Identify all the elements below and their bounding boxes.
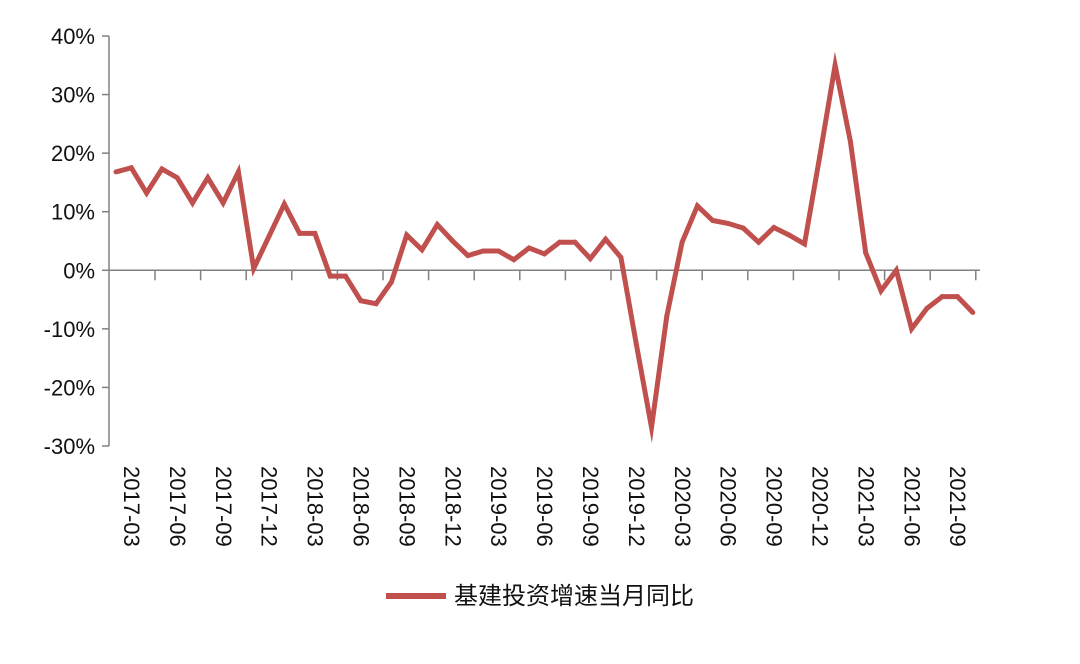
data-point xyxy=(786,232,792,238)
data-point xyxy=(159,166,165,172)
legend: 基建投资增速当月同比 xyxy=(386,582,694,610)
data-point xyxy=(343,273,348,279)
data-point xyxy=(847,138,853,144)
data-point xyxy=(863,250,869,256)
x-tick-label: 2021-03 xyxy=(853,466,878,547)
data-point xyxy=(434,222,440,228)
data-point xyxy=(832,62,838,68)
data-point xyxy=(909,326,915,332)
y-tick-label: 0% xyxy=(63,258,95,283)
data-point xyxy=(465,253,471,259)
x-tick-label: 2021-09 xyxy=(945,466,970,547)
data-point xyxy=(327,273,333,279)
y-tick-label: 30% xyxy=(51,83,95,108)
data-point xyxy=(496,248,501,254)
y-tick-label: -30% xyxy=(44,434,95,459)
x-tick-label: 2021-06 xyxy=(899,466,924,547)
data-point xyxy=(450,238,456,244)
data-point xyxy=(893,267,899,273)
x-tick-label: 2019-06 xyxy=(532,466,557,547)
y-tick-label: 10% xyxy=(51,200,95,225)
x-tick-label: 2019-03 xyxy=(486,466,511,547)
y-tick-label: 40% xyxy=(51,24,95,49)
data-point xyxy=(419,247,425,253)
x-tick-label: 2018-03 xyxy=(303,466,328,547)
data-point xyxy=(541,251,547,257)
data-point xyxy=(710,218,716,223)
data-point xyxy=(970,309,976,315)
data-point xyxy=(128,165,134,171)
data-point xyxy=(664,313,670,319)
data-point xyxy=(190,200,195,206)
x-tick-label: 2020-03 xyxy=(670,466,695,547)
data-point xyxy=(802,241,807,247)
data-point xyxy=(526,245,532,251)
x-tick-label: 2019-12 xyxy=(624,466,649,547)
series-layer xyxy=(113,51,976,444)
data-point xyxy=(404,232,410,238)
data-point xyxy=(220,200,226,206)
data-point xyxy=(633,341,639,346)
data-point xyxy=(174,175,180,181)
data-point xyxy=(771,225,777,231)
data-point xyxy=(694,203,700,209)
data-point xyxy=(572,239,578,245)
y-tick-label: 20% xyxy=(51,141,95,166)
data-point xyxy=(924,305,930,311)
data-point xyxy=(235,169,241,175)
x-tick-label: 2017-06 xyxy=(165,466,190,547)
x-axis: 2017-03 2017-06 2017-09 2017-12 2018-03 2018-… xyxy=(109,269,980,547)
data-point xyxy=(725,220,731,226)
x-tick-label: 2020-12 xyxy=(808,466,833,547)
data-point xyxy=(511,257,517,263)
data-point xyxy=(817,153,823,159)
data-point xyxy=(679,239,685,245)
y-tick-label: -10% xyxy=(44,317,95,342)
x-tick-label: 2017-12 xyxy=(257,466,282,547)
x-tick-label: 2020-06 xyxy=(716,466,741,547)
data-point xyxy=(587,256,593,262)
x-tick-label: 2020-09 xyxy=(762,466,787,547)
x-tick-label: 2018-06 xyxy=(349,466,374,547)
data-point xyxy=(373,301,379,307)
data-point xyxy=(144,190,150,196)
x-tick-label: 2018-12 xyxy=(440,466,465,547)
data-point xyxy=(756,239,762,245)
legend-label: 基建投资增速当月同比 xyxy=(454,582,694,610)
x-tick-label: 2018-09 xyxy=(394,466,419,547)
data-point xyxy=(955,294,960,300)
data-point xyxy=(878,288,884,294)
y-tick-label: -20% xyxy=(44,375,95,400)
data-point xyxy=(205,175,211,181)
data-point xyxy=(557,239,563,245)
x-tick-label: 2019-09 xyxy=(578,466,603,547)
data-point xyxy=(618,254,624,260)
data-point xyxy=(251,266,257,272)
y-axis: 40% 30% 20% 10% 0% -10% -20% -30% xyxy=(44,24,110,459)
x-tick-label: 2017-09 xyxy=(211,466,236,547)
data-point xyxy=(388,279,394,285)
data-point xyxy=(312,230,318,236)
data-point xyxy=(266,233,272,239)
series-line xyxy=(115,51,975,444)
data-point xyxy=(113,169,119,175)
x-tick-label: 2017-03 xyxy=(119,466,144,547)
data-point xyxy=(281,201,287,207)
data-point xyxy=(358,298,364,304)
data-point xyxy=(480,248,486,254)
data-point xyxy=(649,424,654,430)
data-point xyxy=(603,236,609,242)
data-point xyxy=(297,230,303,236)
data-point xyxy=(939,294,945,300)
data-point xyxy=(740,225,746,231)
